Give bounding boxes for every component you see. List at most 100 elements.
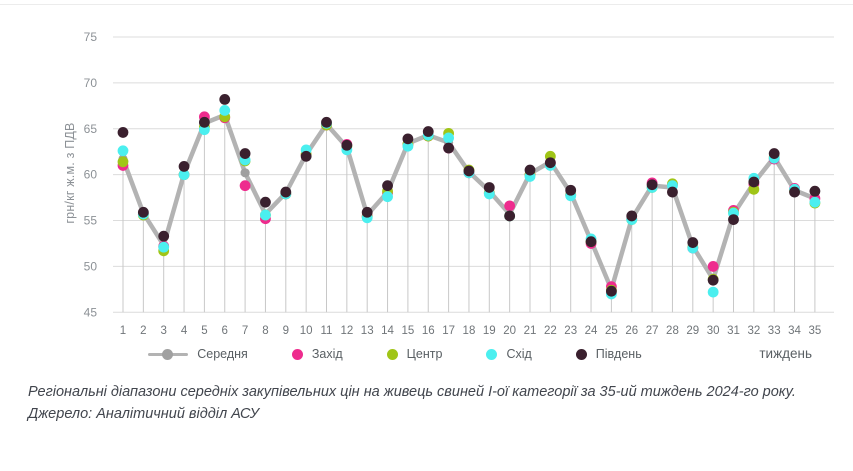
x-tick-label: 30: [707, 325, 720, 337]
east-dot: [178, 169, 190, 181]
legend-marker-east-icon: [486, 348, 498, 360]
legend-label-center: Центр: [406, 347, 443, 361]
east-dot: [707, 286, 719, 298]
south-dot: [199, 116, 210, 128]
x-tick-label: 6: [222, 325, 228, 337]
south-dot: [239, 148, 251, 159]
south-dot: [565, 184, 577, 196]
y-tick-label: 65: [84, 122, 98, 136]
x-tick-label: 29: [686, 325, 699, 337]
west-dot: [239, 180, 251, 192]
south-dot: [606, 285, 617, 297]
legend-label-east: Схід: [506, 347, 532, 361]
south-dot: [585, 236, 597, 248]
y-tick-label: 60: [84, 168, 98, 182]
south-dot: [504, 210, 516, 222]
south-dot: [158, 230, 170, 242]
south-dot: [300, 150, 312, 162]
south-dot: [443, 142, 454, 154]
south-dot: [626, 210, 638, 222]
south-dot: [137, 206, 149, 218]
east-dot: [809, 196, 821, 208]
south-dot: [707, 274, 719, 286]
south-dot: [463, 165, 475, 177]
y-tick-label: 70: [84, 76, 98, 90]
x-tick-label: 22: [544, 325, 557, 337]
south-dot: [280, 186, 292, 198]
y-tick-label: 45: [84, 305, 98, 319]
west-dot: [504, 200, 516, 212]
x-tick-label: 2: [140, 325, 146, 337]
legend-marker-west-icon: [291, 348, 303, 360]
legend-label-west: Захід: [311, 347, 343, 361]
x-tick-label: 34: [788, 325, 801, 337]
x-tick-label: 35: [809, 325, 822, 337]
x-tick-label: 12: [340, 325, 353, 337]
source-line: Джерело: Аналітичний відділ АСУ: [28, 405, 259, 422]
x-tick-label: 32: [747, 325, 760, 337]
x-axis-title: тиждень: [759, 346, 812, 361]
legend-marker-south-icon: [575, 348, 587, 360]
legend-item-west: Захід: [291, 347, 343, 361]
south-dot: [687, 237, 699, 248]
south-dot: [402, 133, 414, 145]
x-tick-label: 11: [321, 325, 333, 337]
south-dot: [789, 186, 800, 198]
south-dot: [219, 93, 231, 105]
x-tick-label: 17: [442, 325, 455, 337]
south-dot: [809, 185, 821, 197]
south-dot: [768, 148, 780, 159]
south-dot: [483, 182, 495, 193]
x-tick-label: 25: [605, 325, 618, 337]
legend-marker-center-icon: [386, 348, 398, 360]
x-tick-label: 33: [768, 325, 781, 337]
east-dot: [260, 209, 271, 221]
x-tick-label: 7: [242, 325, 248, 337]
x-tick-label: 3: [160, 325, 166, 337]
x-tick-label: 1: [120, 325, 126, 337]
x-tick-label: 31: [727, 325, 740, 337]
south-dot: [361, 206, 373, 218]
legend-item-south: Південь: [575, 347, 642, 361]
legend-item-average: Середня: [148, 347, 248, 361]
x-tick-label: 14: [381, 325, 394, 337]
south-dot: [667, 186, 678, 198]
legend: Середня Захід Центр Схід Південь: [70, 344, 720, 364]
south-dot: [178, 160, 190, 172]
x-tick-label: 27: [646, 325, 659, 337]
y-tick-label: 50: [84, 259, 98, 273]
x-tick-label: 19: [483, 325, 496, 337]
y-tick-label: 75: [84, 30, 98, 44]
x-tick-label: 23: [564, 325, 577, 337]
east-dot: [219, 105, 231, 116]
x-tick-label: 21: [524, 325, 537, 337]
x-tick-label: 26: [625, 325, 638, 337]
south-dot: [524, 164, 536, 176]
south-dot: [382, 180, 393, 192]
east-dot: [443, 132, 454, 144]
center-dot: [117, 156, 129, 168]
x-tick-label: 20: [503, 325, 516, 337]
top-divider: [0, 4, 853, 5]
legend-item-east: Схід: [486, 347, 532, 361]
x-tick-label: 10: [300, 325, 313, 337]
south-dot: [422, 126, 434, 137]
east-dot: [117, 145, 129, 157]
east-dot: [158, 241, 170, 253]
x-tick-label: 15: [402, 325, 415, 337]
legend-label-average: Середня: [197, 347, 248, 361]
south-dot: [748, 176, 760, 188]
x-tick-label: 18: [463, 325, 476, 337]
south-dot: [544, 157, 556, 169]
y-axis-title: грн/кг ж.м. з ПДВ: [63, 122, 77, 224]
legend-label-south: Південь: [595, 347, 642, 361]
south-dot: [728, 214, 739, 226]
east-dot: [382, 191, 393, 203]
legend-item-center: Центр: [386, 347, 443, 361]
south-dot: [341, 139, 353, 151]
south-dot: [321, 116, 332, 128]
south-dot: [646, 179, 658, 191]
y-tick-label: 55: [84, 214, 98, 228]
